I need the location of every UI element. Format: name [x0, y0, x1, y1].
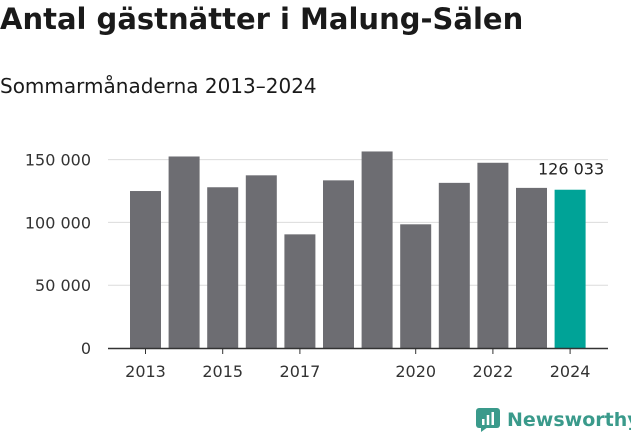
bar-2022	[477, 162, 509, 348]
y-tick-label: 50 000	[35, 276, 91, 295]
value-annotation: 126 033	[538, 160, 604, 179]
x-tick-label: 2020	[395, 362, 436, 381]
bar-2024	[554, 189, 586, 348]
bar-2023	[516, 187, 547, 348]
y-tick-label: 150 000	[25, 151, 91, 170]
chart-subtitle: Sommarmånaderna 2013–2024	[0, 74, 317, 98]
x-tick-label: 2024	[550, 362, 591, 381]
y-tick-label: 0	[81, 339, 91, 358]
bar-2016	[245, 175, 277, 348]
x-tick-label: 2017	[280, 362, 321, 381]
x-tick-label: 2013	[125, 362, 166, 381]
chart-title: Antal gästnätter i Malung-Sälen	[0, 2, 524, 36]
newsworthy-logo: Newsworthy	[476, 408, 631, 432]
bar-2021	[438, 182, 470, 348]
bar-2018	[323, 180, 354, 348]
bar-2020	[400, 224, 432, 348]
bar-2015	[207, 187, 239, 348]
bar-2019	[361, 151, 393, 348]
y-tick-label: 100 000	[25, 213, 91, 232]
x-tick-label: 2022	[473, 362, 514, 381]
bar-2017	[284, 234, 316, 348]
bar-2014	[168, 156, 200, 348]
bar-2013	[130, 191, 161, 348]
x-tick-label: 2015	[202, 362, 243, 381]
brand-name: Newsworthy	[507, 409, 631, 431]
bar-chart: 0 50 000 100 000 150 000 2013 2015 2017 2020 202…	[25, 151, 608, 381]
newsworthy-logo-icon	[476, 408, 500, 432]
